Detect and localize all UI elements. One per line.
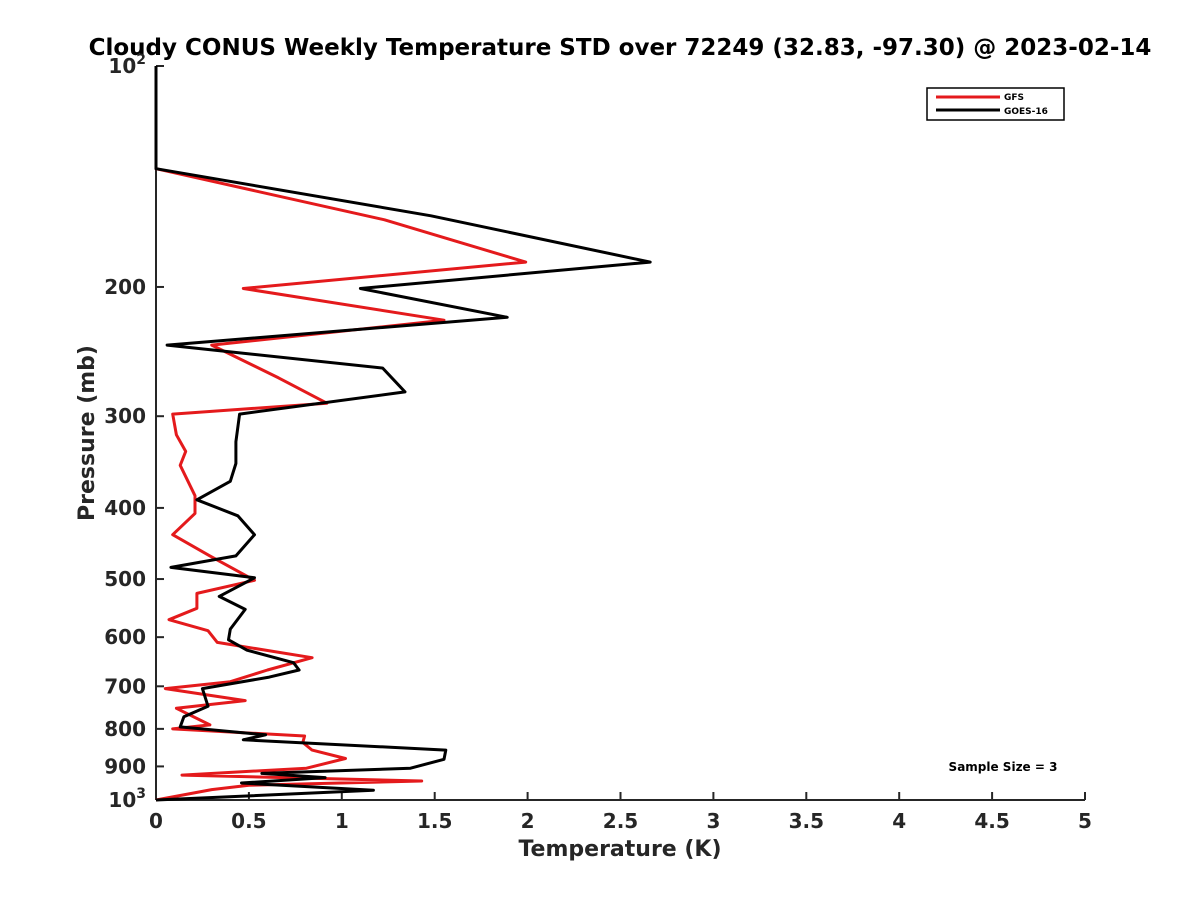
series-line-gfs (154, 66, 528, 802)
y-tick-label-power: 103 (108, 786, 146, 812)
sample-size-annotation: Sample Size = 3 (949, 760, 1058, 774)
x-tick-label: 0.5 (231, 809, 266, 833)
series-line-goes16 (154, 66, 652, 802)
y-tick-base: 10 (108, 788, 136, 812)
y-tick-label: 200 (104, 275, 146, 299)
y-tick-label-power: 102 (108, 52, 146, 78)
x-ticks: 0 0.5 1 1.5 2 2.5 3 3.5 4 4.5 5 (149, 792, 1092, 833)
x-tick-label: 3 (706, 809, 720, 833)
x-tick-label: 1 (335, 809, 349, 833)
x-tick-label: 4 (892, 809, 906, 833)
chart-title: Cloudy CONUS Weekly Temperature STD over… (89, 35, 1152, 61)
legend-box (926, 87, 1065, 121)
series-group (154, 66, 652, 802)
y-tick-label: 400 (104, 496, 146, 520)
x-tick-label: 3.5 (789, 809, 824, 833)
y-tick-label: 700 (104, 674, 146, 698)
y-axis-title: Pressure (mb) (75, 345, 100, 521)
legend: GFS GOES-16 (926, 87, 1065, 121)
y-tick-label: 500 (104, 567, 146, 591)
legend-label-gfs: GFS (1004, 93, 1024, 103)
y-tick-exponent: 3 (136, 786, 146, 802)
x-axis-title: Temperature (K) (518, 837, 721, 862)
y-tick-label: 900 (104, 754, 146, 778)
x-tick-label: 2.5 (603, 809, 638, 833)
y-tick-label: 800 (104, 717, 146, 741)
x-tick-label: 1.5 (417, 809, 452, 833)
axes (155, 66, 1085, 801)
y-tick-label: 600 (104, 625, 146, 649)
x-tick-label: 0 (149, 809, 163, 833)
y-tick-base: 10 (108, 54, 136, 78)
x-tick-label: 2 (521, 809, 535, 833)
legend-label-goes16: GOES-16 (1004, 107, 1048, 117)
x-tick-label: 4.5 (974, 809, 1009, 833)
x-tick-label: 5 (1078, 809, 1092, 833)
y-tick-label: 300 (104, 404, 146, 428)
y-tick-exponent: 2 (136, 52, 146, 68)
